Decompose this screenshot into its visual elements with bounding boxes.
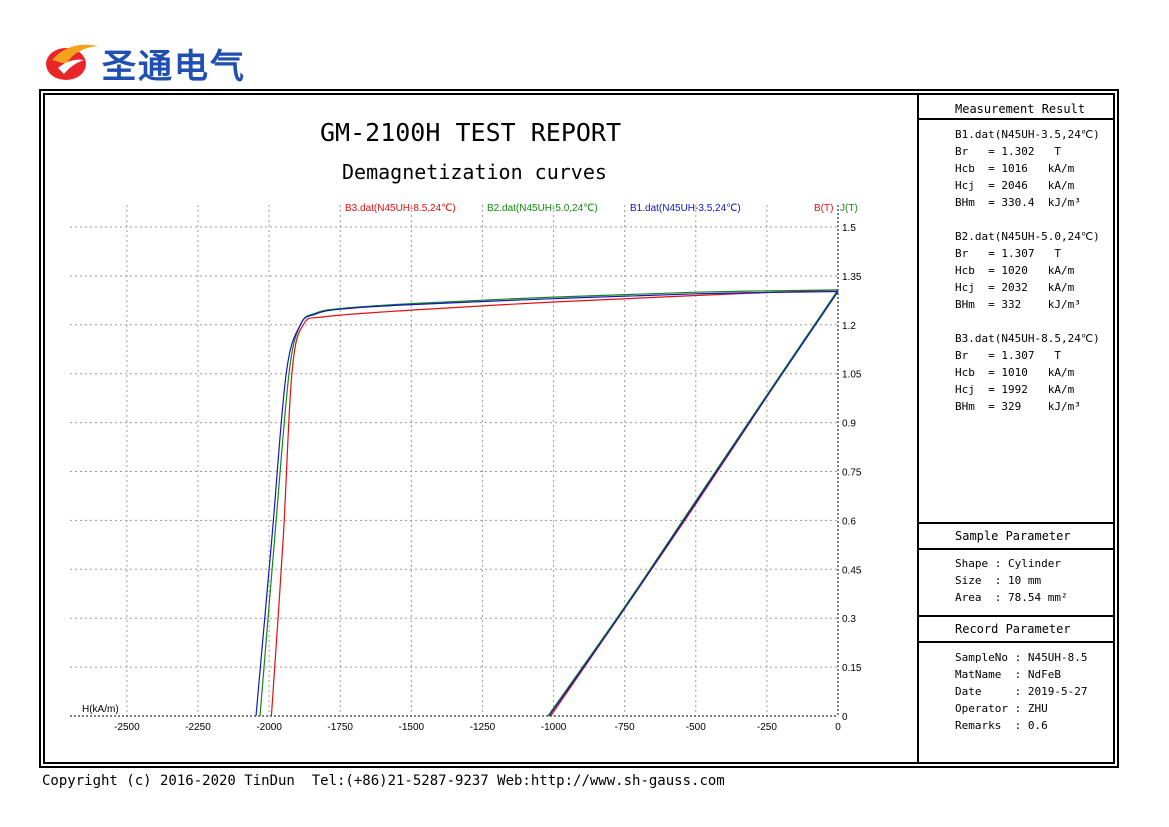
x-tick-label: -500 bbox=[686, 722, 706, 733]
series-b-curve bbox=[547, 289, 839, 717]
y-tick-label: 0.15 bbox=[842, 663, 862, 674]
sample-line: Shape : Cylinder bbox=[955, 557, 1061, 570]
measurement-file: B2.dat(N45UH-5.0,24℃) bbox=[955, 230, 1100, 243]
x-tick-label: -250 bbox=[757, 722, 777, 733]
measurement-header: Measurement Result bbox=[955, 102, 1086, 116]
series-j-curve bbox=[259, 289, 839, 717]
sample-header: Sample Parameter bbox=[955, 529, 1071, 543]
x-tick-label: -1750 bbox=[327, 722, 353, 733]
measurement-line: Br = 1.307 T bbox=[955, 247, 1061, 260]
report-frame-inner bbox=[43, 93, 1115, 764]
copyright-text: Copyright (c) 2016-2020 TinDun Tel:(+86)… bbox=[42, 773, 725, 789]
x-tick-label: -2000 bbox=[256, 722, 282, 733]
series-b-curve bbox=[548, 291, 839, 717]
legend-entry: B2.dat(N45UH-5.0,24℃) bbox=[487, 203, 598, 214]
company-logo: 圣通电气 bbox=[40, 38, 260, 87]
y-tick-label: 1.05 bbox=[842, 370, 862, 381]
logo-icon bbox=[46, 44, 98, 80]
measurement-line: Hcb = 1016 kA/m bbox=[955, 162, 1075, 175]
panel-rule bbox=[919, 118, 1113, 120]
x-tick-label: 0 bbox=[835, 722, 841, 733]
measurement-line: Br = 1.302 T bbox=[955, 145, 1061, 158]
series-j-curve bbox=[255, 290, 839, 717]
record-line: MatName : NdFeB bbox=[955, 668, 1061, 681]
logo-text: 圣通电气 bbox=[102, 47, 246, 87]
series-j-curve bbox=[270, 289, 839, 717]
measurement-line: BHm = 332 kJ/m³ bbox=[955, 298, 1081, 311]
measurement-line: BHm = 330.4 kJ/m³ bbox=[955, 196, 1081, 209]
record-line: SampleNo : N45UH-8.5 bbox=[955, 651, 1088, 664]
measurement-line: Hcj = 2032 kA/m bbox=[955, 281, 1075, 294]
panel-rule bbox=[919, 548, 1113, 550]
y-tick-label: 0.3 bbox=[842, 614, 856, 625]
panel-rule bbox=[919, 641, 1113, 643]
x-tick-label: -1500 bbox=[399, 722, 425, 733]
x-axis-label: H(kA/m) bbox=[82, 704, 119, 715]
y-tick-label: 0.9 bbox=[842, 419, 856, 430]
measurement-line: Br = 1.307 T bbox=[955, 349, 1061, 362]
measurement-file: B3.dat(N45UH-8.5,24℃) bbox=[955, 332, 1100, 345]
y-tick-label: 0 bbox=[842, 712, 848, 723]
y-axis-label-j: J(T) bbox=[840, 203, 858, 214]
y-tick-label: 0.75 bbox=[842, 468, 862, 479]
x-tick-label: -1000 bbox=[541, 722, 567, 733]
measurement-line: Hcj = 2046 kA/m bbox=[955, 179, 1075, 192]
x-tick-label: -750 bbox=[615, 722, 635, 733]
y-axis-label-b: B(T) bbox=[814, 203, 833, 214]
panel-rule bbox=[919, 615, 1113, 617]
record-line: Date : 2019-5-27 bbox=[955, 685, 1088, 698]
measurement-line: Hcb = 1010 kA/m bbox=[955, 366, 1075, 379]
y-tick-label: 0.6 bbox=[842, 516, 856, 527]
record-line: Operator : ZHU bbox=[955, 702, 1048, 715]
measurement-line: Hcj = 1992 kA/m bbox=[955, 383, 1075, 396]
report-subtitle: Demagnetization curves bbox=[342, 160, 607, 184]
panel-rule bbox=[919, 522, 1113, 524]
measurement-file: B1.dat(N45UH-3.5,24℃) bbox=[955, 128, 1100, 141]
x-tick-label: -2500 bbox=[114, 722, 140, 733]
y-tick-label: 1.5 bbox=[842, 223, 856, 234]
report-frame bbox=[39, 89, 1119, 768]
y-tick-label: 1.35 bbox=[842, 272, 862, 283]
x-tick-label: -2250 bbox=[185, 722, 211, 733]
legend-entry: B3.dat(N45UH-8.5,24℃) bbox=[345, 203, 456, 214]
measurement-line: BHm = 329 kJ/m³ bbox=[955, 400, 1081, 413]
legend-entry: B1.dat(N45UH-3.5,24℃) bbox=[630, 203, 741, 214]
sample-line: Area : 78.54 mm² bbox=[955, 591, 1068, 604]
panel-divider bbox=[917, 95, 919, 762]
y-tick-label: 1.2 bbox=[842, 321, 856, 332]
measurement-line: Hcb = 1020 kA/m bbox=[955, 264, 1075, 277]
x-tick-label: -1250 bbox=[470, 722, 496, 733]
record-line: Remarks : 0.6 bbox=[955, 719, 1048, 732]
sample-line: Size : 10 mm bbox=[955, 574, 1042, 587]
record-header: Record Parameter bbox=[955, 622, 1071, 636]
report-title: GM-2100H TEST REPORT bbox=[320, 118, 622, 147]
y-tick-label: 0.45 bbox=[842, 565, 862, 576]
